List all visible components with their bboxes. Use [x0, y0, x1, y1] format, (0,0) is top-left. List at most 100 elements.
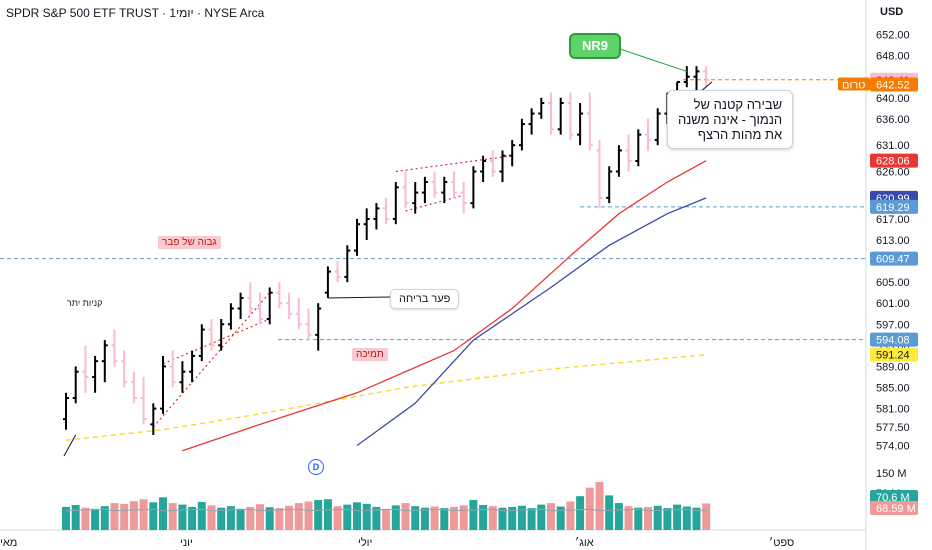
price-label-text[interactable]: 619.29 — [876, 202, 910, 214]
price-tick: 631.00 — [876, 140, 910, 152]
price-label-bg[interactable] — [870, 77, 918, 92]
volume-bar[interactable] — [469, 500, 478, 530]
trend-line[interactable] — [395, 155, 513, 173]
volume-bar[interactable] — [527, 508, 536, 530]
volume-bar[interactable] — [362, 503, 371, 530]
ma-yellow-line[interactable] — [65, 353, 707, 441]
volume-bar[interactable] — [653, 505, 662, 530]
volume-bar[interactable] — [673, 504, 682, 530]
price-label-text[interactable]: 609.47 — [876, 254, 910, 266]
volume-bar[interactable] — [256, 504, 264, 530]
volume-bar[interactable] — [702, 503, 711, 530]
volume-bar[interactable] — [236, 508, 245, 530]
volume-bar[interactable] — [556, 506, 565, 530]
volume-bar[interactable] — [537, 504, 546, 530]
volume-bar[interactable] — [285, 505, 294, 530]
volume-bar[interactable] — [663, 508, 672, 530]
price-label-text[interactable]: 68.59 M — [876, 503, 916, 515]
volume-bar[interactable] — [343, 504, 352, 530]
trend-line[interactable] — [162, 318, 270, 365]
price-label-bg[interactable] — [870, 347, 918, 362]
volume-bar[interactable] — [440, 508, 449, 530]
volume-bar[interactable] — [430, 506, 439, 530]
price-label-text[interactable]: 591.24 — [876, 350, 910, 362]
volume-average-line — [65, 508, 707, 512]
volume-bar[interactable] — [188, 506, 197, 530]
volume-bar[interactable] — [246, 506, 255, 530]
volume-bar[interactable] — [294, 503, 303, 530]
volume-tick: 150 M — [876, 468, 907, 480]
volume-bar[interactable] — [149, 502, 158, 530]
volume-bar[interactable] — [614, 503, 623, 530]
volume-bar[interactable] — [265, 507, 274, 530]
volume-bar[interactable] — [275, 508, 284, 530]
volume-bar[interactable] — [566, 501, 575, 530]
volume-bar[interactable] — [488, 506, 497, 530]
dividend-marker[interactable]: D — [308, 459, 324, 475]
volume-bar[interactable] — [508, 506, 517, 530]
volume-bar[interactable] — [197, 501, 206, 530]
volume-bar[interactable] — [139, 499, 148, 530]
volume-bar[interactable] — [217, 507, 226, 530]
price-tick: 636.00 — [876, 114, 910, 126]
volume-bar[interactable] — [450, 506, 458, 530]
volume-bar[interactable] — [333, 506, 342, 530]
volume-bar[interactable] — [323, 499, 332, 530]
volume-bar[interactable] — [382, 508, 391, 530]
volume-bar[interactable] — [226, 506, 235, 530]
volume-bar[interactable] — [159, 497, 167, 530]
volume-bar[interactable] — [178, 504, 187, 530]
ma-blue-line[interactable] — [356, 197, 707, 447]
price-label-bg[interactable] — [870, 332, 918, 347]
volume-bar[interactable] — [110, 503, 119, 530]
volume-bar[interactable] — [120, 503, 129, 530]
time-axis-label: ספט׳ — [769, 536, 794, 549]
volume-bar[interactable] — [576, 496, 585, 530]
volume-bar[interactable] — [314, 500, 323, 530]
volume-bar[interactable] — [644, 506, 652, 530]
volume-bar[interactable] — [372, 506, 381, 530]
trend-line[interactable] — [152, 292, 271, 428]
volume-bar[interactable] — [498, 507, 507, 530]
volume-bar[interactable] — [595, 481, 604, 530]
support-tag: תמיכה — [352, 348, 388, 361]
volume-bar[interactable] — [71, 505, 80, 530]
volume-bar[interactable] — [411, 506, 420, 530]
volume-bar[interactable] — [634, 507, 643, 530]
time-axis-label: אוג׳ — [575, 536, 594, 549]
volume-bar[interactable] — [517, 505, 526, 530]
price-label-text[interactable]: 594.08 — [876, 335, 910, 347]
volume-bar[interactable] — [479, 505, 488, 530]
price-label-bg[interactable] — [870, 490, 918, 504]
volume-bar[interactable] — [129, 501, 138, 530]
volume-bar[interactable] — [391, 505, 400, 530]
volume-bar[interactable] — [605, 495, 614, 530]
price-label-bg[interactable] — [870, 199, 918, 214]
volume-bar[interactable] — [401, 503, 410, 530]
price-label-text[interactable]: 628.06 — [876, 156, 910, 168]
volume-bar[interactable] — [304, 501, 313, 530]
price-label-bg[interactable] — [870, 501, 918, 515]
volume-bar[interactable] — [692, 507, 701, 530]
ma-red-line[interactable] — [182, 160, 707, 452]
volume-bar[interactable] — [81, 507, 90, 530]
volume-bar[interactable] — [100, 506, 109, 530]
volume-bar[interactable] — [459, 505, 468, 530]
price-label-bg[interactable] — [870, 153, 918, 168]
volume-bar[interactable] — [207, 505, 216, 530]
volume-bar[interactable] — [353, 502, 361, 530]
price-label-bg[interactable] — [870, 251, 918, 266]
volume-bar[interactable] — [682, 506, 691, 530]
volume-bar[interactable] — [91, 508, 100, 530]
price-label-text[interactable]: 642.52 — [876, 79, 910, 91]
currency-label[interactable]: USD — [880, 6, 904, 18]
volume-bar[interactable] — [420, 507, 429, 530]
volume-bar[interactable] — [168, 503, 177, 530]
symbol-title[interactable]: SPDR S&P 500 ETF TRUST · 1יומי · NYSE Ar… — [6, 6, 265, 20]
price-tick: 613.00 — [876, 235, 910, 247]
volume-bar[interactable] — [547, 503, 555, 530]
volume-bar[interactable] — [62, 506, 70, 530]
volume-bar[interactable] — [624, 506, 633, 530]
price-tick: 601.00 — [876, 298, 910, 310]
